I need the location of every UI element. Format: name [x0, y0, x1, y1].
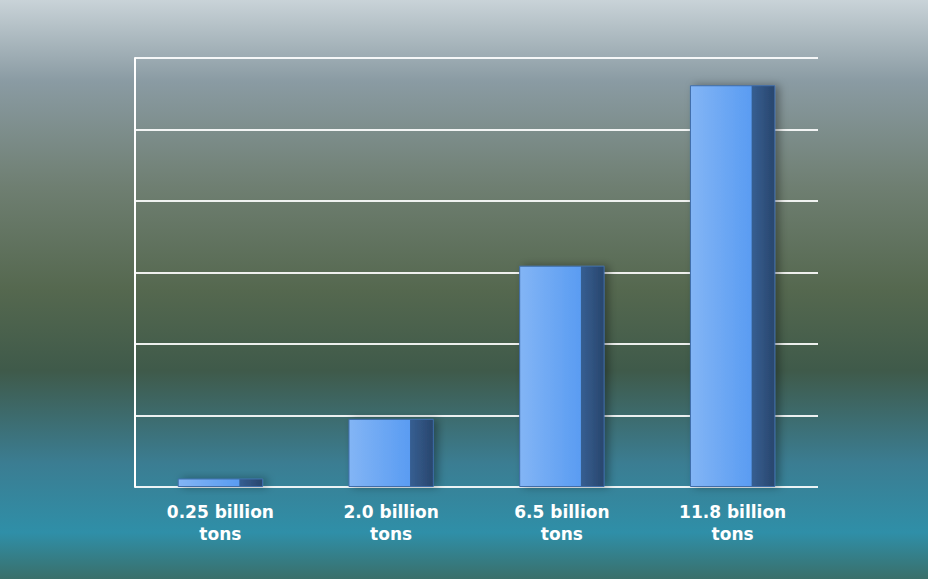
- svg-text:tons: tons: [712, 524, 754, 544]
- svg-text:tons: tons: [370, 524, 412, 544]
- svg-text:0.25 billion: 0.25 billion: [167, 502, 274, 522]
- svg-text:11.8 billion: 11.8 billion: [679, 502, 786, 522]
- svg-text:6.5 billion: 6.5 billion: [514, 502, 609, 522]
- svg-text:2.0 billion: 2.0 billion: [343, 502, 438, 522]
- svg-text:tons: tons: [541, 524, 583, 544]
- svg-text:tons: tons: [199, 524, 241, 544]
